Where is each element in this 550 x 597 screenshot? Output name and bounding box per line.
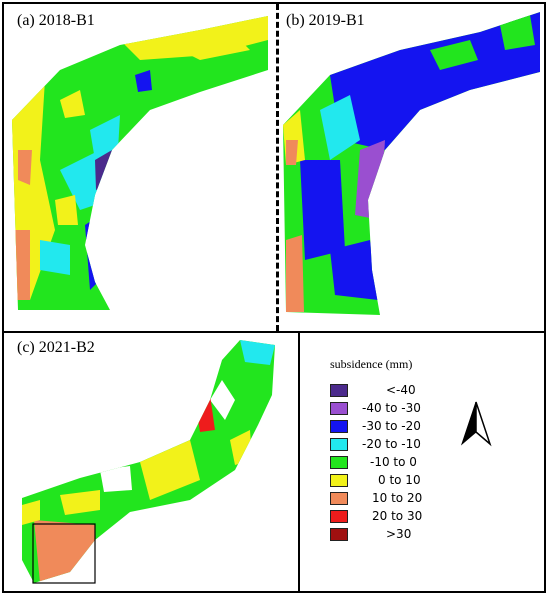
legend-label: -10 to 0 [370,455,417,469]
legend-item: -20 to -10 [330,436,421,452]
solid-vertical-divider [298,331,300,591]
legend-item: -30 to -20 [330,418,421,434]
legend-item: >30 [330,526,411,542]
legend-item: <-40 [330,382,416,398]
legend-label: 0 to 10 [378,473,421,487]
legend-title: subsidence (mm) [330,357,413,371]
legend-label: 20 to 30 [372,509,423,523]
subsidence-map-2019 [283,12,540,315]
legend-label: -40 to -30 [362,401,421,415]
legend-label: -30 to -20 [362,419,421,433]
subsidence-map-2018 [12,16,268,310]
legend-item: -40 to -30 [330,400,421,416]
legend-item: 0 to 10 [330,472,421,488]
legend-swatch [330,527,348,541]
inset-box [32,523,96,584]
legend-swatch [330,473,348,487]
dashed-vertical-divider [276,4,279,331]
panel-b-label: (b) 2019-B1 [286,12,365,29]
legend-swatch [330,437,348,451]
legend-label: >30 [386,527,412,541]
legend-swatch [330,383,348,397]
legend-label: 10 to 20 [372,491,423,505]
legend-item: 10 to 20 [330,490,422,506]
legend-item: -10 to 0 [330,454,417,470]
north-arrow-icon [460,401,492,447]
legend-swatch [330,401,348,415]
legend-swatch [330,419,348,433]
legend-swatch [330,455,348,469]
legend-label: <-40 [386,383,416,397]
legend-swatch [330,491,348,505]
horizontal-divider [4,331,544,333]
panel-c-label: (c) 2021-B2 [17,339,95,356]
subsidence-map-2021 [22,340,275,583]
legend-label: -20 to -10 [362,437,421,451]
legend-swatch [330,509,348,523]
panel-a-label: (a) 2018-B1 [17,12,95,29]
legend-item: 20 to 30 [330,508,422,524]
